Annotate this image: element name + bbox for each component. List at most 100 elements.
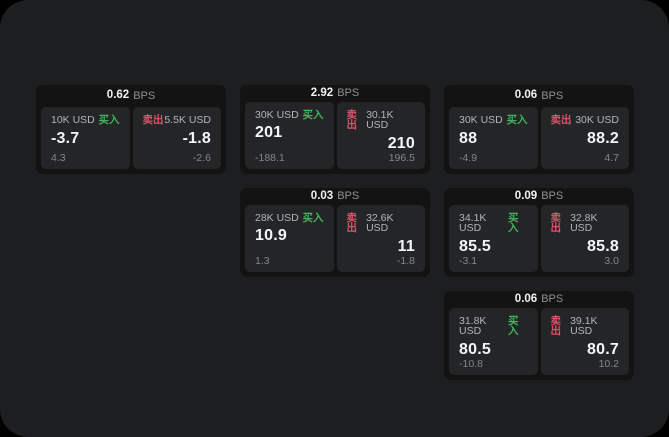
buy-side-label: 买入 (98, 114, 120, 126)
buy-tile-top: 31.8K USD 买入 (459, 316, 528, 337)
quote-tiles: 28K USD 买入 10.9 1.3 卖出 32.6K USD 11 -1.8 (245, 204, 425, 272)
buy-side-label: 买入 (506, 114, 528, 126)
sell-quote-sub-value: 10.2 (598, 357, 619, 370)
sell-quote-value: -1.8 (182, 129, 211, 147)
quote-tiles: 30K USD 买入 88 -4.9 卖出 30K USD 88.2 4.7 (449, 107, 629, 169)
sell-quote-value: 80.7 (587, 340, 619, 358)
buy-quote-value: 85.5 (459, 237, 491, 255)
bps-unit-label: BPS (337, 189, 360, 202)
sell-side-label: 卖出 (550, 114, 572, 126)
bps-value: 0.09 (514, 189, 538, 202)
buy-tile[interactable]: 30K USD 买入 201 -188.1 (245, 101, 334, 169)
sell-size-label: 30.1K USD (366, 108, 394, 132)
buy-tile-top: 28K USD 买入 (255, 213, 324, 224)
buy-side-label: 买入 (302, 211, 324, 224)
bps-header: 0.62 BPS (41, 85, 221, 107)
sell-size-label: 5.5K USD (164, 114, 211, 126)
buy-tile[interactable]: 10K USD 买入 -3.7 4.3 (41, 107, 130, 169)
buy-quote-sub-value: -10.8 (459, 357, 483, 370)
sell-side-label: 卖出 (142, 114, 164, 126)
buy-size-label: 30K USD (459, 114, 503, 126)
sell-tile-top: 卖出 30K USD (551, 115, 620, 126)
bps-header: 0.06 BPS (449, 291, 629, 308)
sell-tile[interactable]: 卖出 39.1K USD 80.7 10.2 (540, 307, 629, 375)
buy-quote-sub-value: 4.3 (51, 151, 66, 164)
buy-tile-top: 10K USD 买入 (51, 115, 120, 126)
buy-side-label: 买入 (302, 108, 324, 121)
quote-card: 0.03 BPS 28K USD 买入 10.9 1.3 卖出 32.6K US… (240, 188, 430, 277)
buy-size-label: 10K USD (51, 114, 95, 126)
buy-side-label: 买入 (507, 211, 519, 235)
sell-quote-value: 88.2 (587, 129, 619, 147)
quote-tiles: 31.8K USD 买入 80.5 -10.8 卖出 39.1K USD 80.… (449, 307, 629, 375)
bps-header: 0.06 BPS (449, 85, 629, 107)
bps-value: 0.62 (106, 89, 130, 102)
sell-tile-top: 卖出 39.1K USD (551, 316, 620, 337)
quote-tiles: 30K USD 买入 201 -188.1 卖出 30.1K USD 210 1… (245, 101, 425, 169)
sell-size-label: 32.6K USD (366, 211, 394, 235)
quote-card: 0.06 BPS 30K USD 买入 88 -4.9 卖出 30K USD 8… (444, 85, 634, 174)
bps-header: 2.92 BPS (245, 85, 425, 102)
bps-unit-label: BPS (133, 89, 156, 102)
sell-quote-sub-value: 4.7 (604, 151, 619, 164)
sell-tile[interactable]: 卖出 5.5K USD -1.8 -2.6 (132, 107, 221, 169)
buy-quote-sub-value: -188.1 (255, 151, 285, 164)
buy-tile-top: 34.1K USD 买入 (459, 213, 528, 234)
buy-tile-top: 30K USD 买入 (255, 110, 324, 121)
buy-quote-value: 10.9 (255, 227, 287, 245)
sell-quote-value: 11 (397, 237, 415, 255)
bps-header: 0.03 BPS (245, 188, 425, 205)
buy-quote-value: 88 (459, 129, 478, 147)
buy-quote-sub-value: -3.1 (459, 254, 478, 267)
sell-tile-top: 卖出 5.5K USD (143, 115, 212, 126)
buy-tile[interactable]: 28K USD 买入 10.9 1.3 (245, 204, 334, 272)
sell-size-label: 39.1K USD (570, 314, 598, 338)
bps-unit-label: BPS (337, 86, 360, 99)
sell-quote-value: 85.8 (587, 237, 619, 255)
buy-size-label: 34.1K USD (459, 211, 487, 235)
sell-size-label: 30K USD (575, 114, 619, 126)
sell-tile[interactable]: 卖出 30.1K USD 210 196.5 (336, 101, 425, 169)
quote-tiles: 34.1K USD 买入 85.5 -3.1 卖出 32.8K USD 85.8… (449, 204, 629, 272)
sell-tile-top: 卖出 30.1K USD (347, 110, 416, 131)
buy-size-label: 31.8K USD (459, 314, 487, 338)
buy-tile[interactable]: 34.1K USD 买入 85.5 -3.1 (449, 204, 538, 272)
bps-unit-label: BPS (541, 189, 564, 202)
sell-quote-sub-value: 3.0 (604, 254, 619, 267)
quote-card: 0.06 BPS 31.8K USD 买入 80.5 -10.8 卖出 39.1… (444, 291, 634, 380)
sell-side-label: 卖出 (346, 108, 358, 132)
sell-side-label: 卖出 (550, 314, 562, 338)
sell-tile-top: 卖出 32.6K USD (347, 213, 416, 234)
buy-quote-sub-value: -4.9 (459, 151, 478, 164)
buy-quote-sub-value: 1.3 (255, 254, 270, 267)
quote-card: 0.09 BPS 34.1K USD 买入 85.5 -3.1 卖出 32.8K… (444, 188, 634, 277)
buy-quote-value: 80.5 (459, 340, 491, 358)
bps-unit-label: BPS (541, 292, 564, 305)
sell-side-label: 卖出 (550, 211, 562, 235)
sell-tile[interactable]: 卖出 32.8K USD 85.8 3.0 (540, 204, 629, 272)
sell-tile[interactable]: 卖出 32.6K USD 11 -1.8 (336, 204, 425, 272)
buy-tile-top: 30K USD 买入 (459, 115, 528, 126)
buy-quote-value: 201 (255, 124, 283, 142)
quote-grid: 0.62 BPS 10K USD 买入 -3.7 4.3 卖出 5.5K USD… (36, 85, 634, 380)
buy-size-label: 28K USD (255, 211, 299, 224)
buy-tile[interactable]: 30K USD 买入 88 -4.9 (449, 107, 538, 169)
bps-value: 2.92 (310, 86, 334, 99)
sell-tile-top: 卖出 32.8K USD (551, 213, 620, 234)
buy-size-label: 30K USD (255, 108, 299, 121)
bps-header: 0.09 BPS (449, 188, 629, 205)
sell-quote-sub-value: -1.8 (396, 254, 415, 267)
bps-value: 0.06 (514, 292, 538, 305)
buy-tile[interactable]: 31.8K USD 买入 80.5 -10.8 (449, 307, 538, 375)
bps-value: 0.03 (310, 189, 334, 202)
sell-size-label: 32.8K USD (570, 211, 598, 235)
quote-tiles: 10K USD 买入 -3.7 4.3 卖出 5.5K USD -1.8 -2.… (41, 107, 221, 169)
sell-side-label: 卖出 (346, 211, 358, 235)
sell-tile[interactable]: 卖出 30K USD 88.2 4.7 (540, 107, 629, 169)
quote-card: 0.62 BPS 10K USD 买入 -3.7 4.3 卖出 5.5K USD… (36, 85, 226, 174)
quote-card: 2.92 BPS 30K USD 买入 201 -188.1 卖出 30.1K … (240, 85, 430, 174)
sell-quote-sub-value: -2.6 (192, 151, 211, 164)
bps-value: 0.06 (514, 89, 538, 102)
bps-unit-label: BPS (541, 89, 564, 102)
